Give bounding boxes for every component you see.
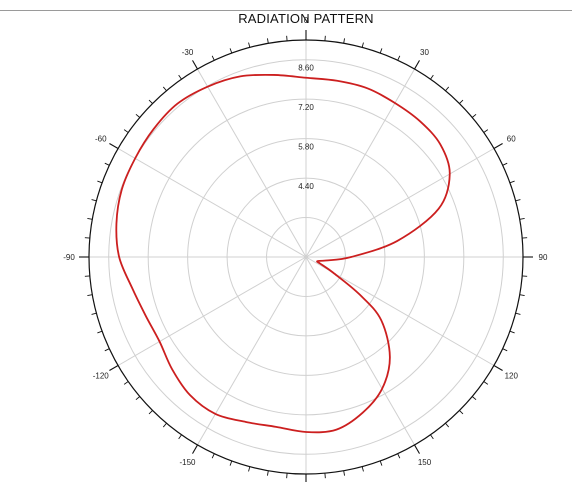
minor-tick — [379, 460, 383, 466]
grid-spoke — [305, 148, 495, 258]
minor-tick — [361, 42, 364, 48]
minor-tick — [343, 38, 345, 44]
minor-tick — [162, 86, 167, 92]
angle-tick-label: -150 — [179, 458, 196, 467]
minor-tick — [91, 199, 97, 202]
radial-tick-label: 5.80 — [298, 143, 314, 152]
angle-tick-label: 60 — [507, 135, 516, 144]
minor-tick — [229, 460, 233, 466]
chart-title: RADIATION PATTERN — [238, 11, 374, 26]
minor-tick — [361, 466, 364, 472]
minor-tick — [91, 312, 97, 315]
grid-spoke — [197, 256, 307, 446]
minor-tick — [97, 180, 103, 184]
minor-tick — [162, 422, 167, 428]
minor-tick — [515, 199, 521, 202]
grid-spoke — [305, 68, 415, 258]
minor-tick — [515, 312, 521, 315]
minor-tick — [509, 330, 515, 334]
angle-tick-label: -120 — [93, 372, 110, 381]
minor-tick — [211, 453, 215, 459]
minor-tick — [502, 348, 508, 352]
angle-tick-label: 120 — [505, 372, 519, 381]
angle-tick-label: -90 — [63, 253, 75, 262]
top-rule — [0, 10, 572, 11]
minor-tick — [471, 113, 477, 118]
minor-tick — [343, 470, 345, 476]
minor-tick — [229, 48, 233, 54]
angle-tick-label: 150 — [418, 458, 432, 467]
major-tick — [493, 365, 503, 371]
major-tick — [192, 60, 198, 70]
minor-tick — [148, 410, 153, 415]
minor-tick — [430, 434, 434, 440]
minor-tick — [135, 113, 141, 118]
grid-spoke — [305, 256, 415, 446]
angle-tick-label: 0 — [304, 16, 309, 25]
minor-tick — [430, 74, 434, 80]
angle-tick-label: -60 — [95, 135, 107, 144]
grid-spoke — [117, 256, 307, 366]
minor-tick — [104, 348, 110, 352]
minor-tick — [97, 330, 103, 334]
radial-tick-label: 8.60 — [298, 64, 314, 73]
minor-tick — [397, 55, 401, 61]
major-tick — [414, 60, 420, 70]
major-tick — [493, 143, 503, 149]
minor-tick — [248, 42, 251, 48]
minor-tick — [178, 74, 182, 80]
major-tick — [109, 143, 119, 149]
minor-tick — [379, 48, 383, 54]
radial-tick-label: 7.20 — [298, 103, 314, 112]
minor-tick — [445, 86, 450, 92]
minor-tick — [267, 470, 269, 476]
grid-spoke — [117, 148, 307, 258]
major-tick — [414, 444, 420, 454]
grid-spoke — [197, 68, 307, 258]
minor-tick — [87, 294, 93, 296]
angle-tick-label: 30 — [420, 48, 429, 57]
minor-tick — [123, 381, 129, 385]
minor-tick — [211, 55, 215, 61]
minor-tick — [459, 410, 464, 415]
minor-tick — [502, 162, 508, 166]
angle-tick-label: 90 — [539, 253, 548, 262]
minor-tick — [509, 180, 515, 184]
minor-tick — [519, 294, 525, 296]
minor-tick — [483, 129, 489, 133]
minor-tick — [459, 99, 464, 104]
minor-tick — [397, 453, 401, 459]
angle-tick-label: -30 — [182, 48, 194, 57]
radiation-pattern-trace — [115, 73, 451, 434]
minor-tick — [483, 381, 489, 385]
minor-tick — [104, 162, 110, 166]
minor-tick — [267, 38, 269, 44]
radial-tick-label: 4.40 — [298, 182, 314, 191]
minor-tick — [148, 99, 153, 104]
minor-tick — [87, 218, 93, 220]
minor-tick — [178, 434, 182, 440]
minor-tick — [471, 396, 477, 401]
minor-tick — [135, 396, 141, 401]
major-tick — [109, 365, 119, 371]
minor-tick — [248, 466, 251, 472]
minor-tick — [123, 129, 129, 133]
major-tick — [192, 444, 198, 454]
minor-tick — [519, 218, 525, 220]
minor-tick — [445, 422, 450, 428]
